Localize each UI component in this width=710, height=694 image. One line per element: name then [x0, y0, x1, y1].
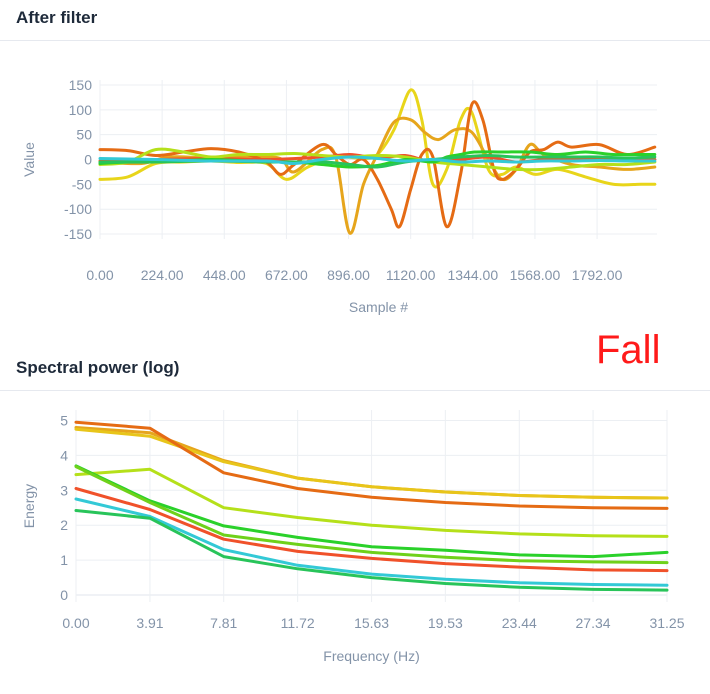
y-tick-label: -150: [64, 226, 92, 242]
x-tick-label: 224.00: [141, 267, 184, 283]
y-tick-label: 5: [60, 412, 68, 428]
activity-label: Fall: [596, 328, 661, 372]
panel-divider: [0, 40, 710, 41]
x-tick-label: 1344.00: [448, 267, 499, 283]
y-tick-label: 2: [60, 517, 68, 533]
series-line: [98, 147, 657, 172]
series-line: [74, 487, 669, 573]
x-tick-label: 1792.00: [572, 267, 623, 283]
x-tick-label: 0.00: [62, 615, 89, 631]
y-tick-label: -100: [64, 201, 92, 217]
y-tick-label: 100: [69, 102, 93, 118]
series-line: [98, 155, 657, 166]
after-filter-chart: -150 -100 -50 0 50 100 150 0.00 224.00 448.00 672.…: [21, 77, 657, 315]
panel-title-spectral-power: Spectral power (log): [16, 358, 180, 377]
y-axis-label: Value: [21, 142, 37, 177]
x-tick-label: 23.44: [502, 615, 537, 631]
y-tick-label: 3: [60, 482, 68, 498]
series-line: [74, 467, 669, 538]
x-tick-label: 672.00: [265, 267, 308, 283]
panel-title-after-filter: After filter: [16, 8, 98, 27]
series-line: [74, 420, 669, 510]
series-line: [74, 497, 669, 587]
x-tick-label: 1568.00: [510, 267, 561, 283]
spectral-power-chart: 0 1 2 3 4 5 0.00 3.91 7.81 11.72 15.63 19.53 23.44 27…: [21, 410, 685, 664]
series-line: [98, 88, 657, 189]
y-tick-label: 4: [60, 447, 68, 463]
series-line: [74, 509, 669, 592]
x-tick-label: 27.34: [576, 615, 611, 631]
x-tick-label: 3.91: [136, 615, 163, 631]
x-tick-label: 0.00: [86, 267, 113, 283]
y-tick-label: 150: [69, 77, 93, 93]
x-tick-label: 31.25: [649, 615, 684, 631]
x-tick-label: 7.81: [210, 615, 237, 631]
panel-divider: [0, 390, 710, 391]
x-tick-label: 1120.00: [386, 267, 436, 283]
x-tick-label: 15.63: [354, 615, 389, 631]
x-tick-label: 19.53: [428, 615, 463, 631]
y-tick-label: 50: [76, 127, 92, 143]
x-tick-label: 11.72: [281, 615, 315, 631]
y-axis-label: Energy: [21, 484, 37, 528]
series-line: [98, 116, 657, 235]
y-tick-label: 1: [60, 552, 68, 568]
series-line: [74, 464, 669, 559]
x-axis-label: Sample #: [349, 299, 408, 315]
y-tick-label: 0: [60, 587, 68, 603]
x-tick-label: 896.00: [327, 267, 370, 283]
x-axis-label: Frequency (Hz): [323, 648, 419, 664]
y-tick-label: -50: [72, 176, 92, 192]
y-tick-label: 0: [84, 152, 92, 168]
x-tick-label: 448.00: [203, 267, 246, 283]
series-line: [74, 465, 669, 565]
